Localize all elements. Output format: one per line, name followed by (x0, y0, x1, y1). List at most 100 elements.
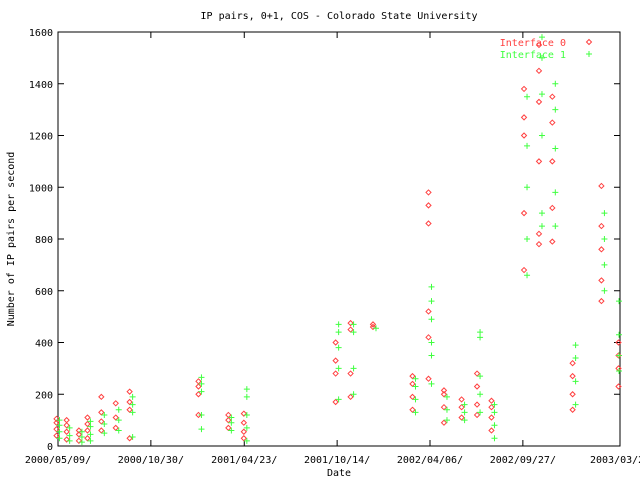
data-point-interface-1 (115, 417, 122, 424)
data-point-interface-0 (409, 380, 416, 388)
data-point-interface-1 (228, 414, 235, 421)
data-point-interface-1 (243, 411, 250, 418)
y-tick-label: 1600 (29, 28, 53, 39)
data-point-interface-1 (335, 329, 342, 336)
data-point-interface-1 (101, 430, 108, 437)
data-point-interface-0 (347, 326, 354, 333)
data-point-interface-1 (601, 236, 608, 242)
data-point-interface-0 (332, 339, 339, 346)
data-point-interface-1 (372, 325, 379, 332)
data-point-interface-1 (78, 439, 85, 446)
data-point-interface-0 (473, 411, 481, 419)
data-point-interface-1 (335, 344, 342, 351)
data-point-interface-1 (243, 393, 250, 400)
data-point-interface-1 (616, 367, 622, 374)
data-point-interface-1 (101, 421, 108, 428)
data-point-interface-1 (115, 427, 122, 434)
data-point-interface-0 (569, 406, 576, 413)
data-point-interface-0 (63, 422, 70, 429)
data-point-interface-0 (84, 435, 91, 442)
data-point-interface-0 (84, 414, 91, 421)
y-tick-label: 200 (35, 390, 53, 401)
x-tick-label: 2003/03/2 (590, 455, 640, 466)
data-point-interface-1 (198, 411, 205, 418)
data-point-interface-1 (56, 417, 63, 424)
data-point-interface-0 (615, 383, 622, 390)
legend-marker-plus (586, 51, 592, 57)
data-point-interface-1 (228, 419, 235, 426)
data-point-interface-1 (243, 386, 250, 393)
data-point-interface-1 (477, 329, 484, 336)
data-point-interface-1 (66, 437, 73, 444)
data-point-interface-0 (440, 419, 448, 426)
data-point-interface-0 (126, 388, 133, 395)
y-axis-label: Number of IP pairs per second (6, 152, 17, 327)
data-point-interface-0 (425, 375, 432, 382)
data-point-interface-1 (335, 365, 342, 372)
data-point-interface-0 (240, 410, 248, 417)
data-point-interface-0 (488, 414, 495, 421)
plot-frame (57, 31, 621, 447)
data-point-interface-0 (488, 427, 495, 434)
data-point-interface-0 (195, 391, 202, 398)
data-point-interface-0 (440, 387, 448, 394)
data-point-interface-1 (198, 374, 205, 381)
data-point-interface-1 (616, 352, 622, 359)
data-point-interface-0 (332, 357, 339, 364)
data-point-interface-0 (225, 416, 232, 424)
data-point-interface-0 (535, 67, 543, 75)
data-point-interface-1 (198, 426, 205, 433)
data-point-interface-1 (412, 383, 419, 390)
y-tick-label: 1200 (29, 132, 53, 143)
data-point-interface-1 (477, 373, 484, 380)
data-point-interface-0 (63, 436, 70, 443)
data-point-interface-0 (240, 419, 248, 426)
data-point-interface-1 (443, 406, 450, 413)
data-point-interface-0 (63, 428, 70, 435)
y-tick-label: 1000 (29, 183, 53, 194)
data-point-interface-1 (228, 427, 235, 434)
data-point-interface-0 (126, 406, 133, 413)
data-point-interface-1 (552, 80, 559, 87)
data-point-interface-0 (240, 428, 248, 435)
data-point-interface-1 (538, 210, 545, 217)
data-point-interface-1 (491, 409, 498, 416)
data-point-interface-0 (195, 378, 202, 385)
data-point-interface-1 (491, 422, 498, 429)
legend-marker-diamond (585, 38, 593, 46)
data-point-interface-0 (615, 339, 622, 346)
data-point-interface-1 (524, 93, 531, 100)
data-point-interface-1 (552, 106, 559, 113)
data-point-interface-0 (425, 202, 432, 209)
y-tick-label: 400 (35, 339, 53, 350)
data-point-interface-1 (538, 34, 545, 41)
data-point-interface-0 (535, 230, 543, 238)
data-point-interface-1 (115, 406, 122, 413)
data-point-interface-0 (473, 370, 481, 377)
data-point-interface-0 (458, 396, 465, 403)
data-point-interface-1 (552, 223, 559, 230)
data-point-interface-0 (569, 359, 576, 367)
data-point-interface-1 (461, 409, 468, 416)
data-point-interface-0 (425, 220, 432, 227)
y-tick-label: 0 (47, 442, 53, 453)
data-point-interface-1 (572, 378, 579, 385)
chart-title: IP pairs, 0+1, COS - Colorado State Univ… (201, 11, 478, 22)
data-point-interface-1 (428, 380, 435, 387)
data-point-interface-1 (87, 418, 94, 425)
data-point-interface-0 (84, 427, 91, 434)
data-point-interface-1 (66, 424, 73, 431)
data-point-interface-1 (428, 298, 435, 305)
data-point-interface-1 (412, 409, 419, 416)
data-point-interface-1 (491, 435, 498, 442)
data-point-interface-0 (535, 158, 543, 165)
data-point-interface-1 (243, 437, 250, 444)
data-point-interface-1 (428, 352, 435, 359)
data-point-interface-0 (598, 246, 605, 253)
x-tick-label: 2000/10/30/ (118, 455, 184, 466)
data-point-interface-0 (535, 240, 543, 248)
data-point-interface-0 (112, 400, 119, 407)
data-point-interface-0 (520, 266, 528, 274)
data-point-interface-1 (428, 283, 435, 290)
